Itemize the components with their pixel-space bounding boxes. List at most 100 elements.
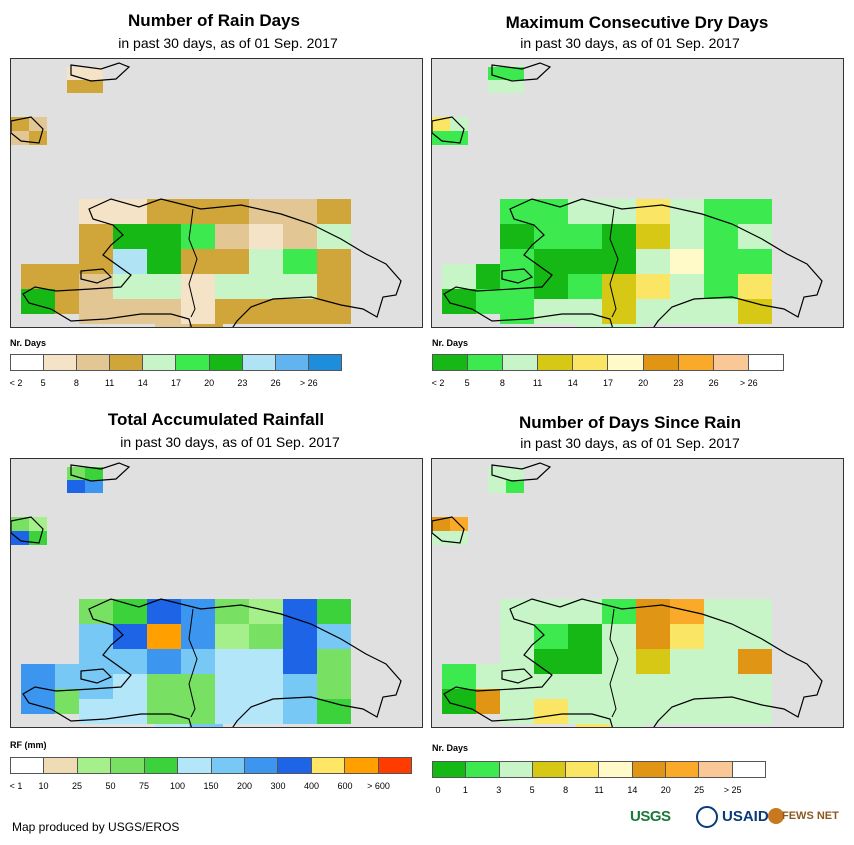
grid-cell (249, 624, 283, 649)
grid-cell (181, 699, 215, 724)
legend-swatch (678, 355, 714, 370)
legend-tick-label: 600 (337, 781, 353, 791)
panel-4-legend-ticks: 0 1 3 5 8 11 14 20 25 > 25 (432, 785, 766, 797)
grid-cell (602, 599, 636, 624)
legend-swatch (532, 762, 567, 777)
hispaniola-coastline (443, 598, 823, 727)
legend-tick-label: 5 (40, 378, 46, 388)
grid-cell (506, 467, 524, 480)
grid-cell (602, 249, 636, 274)
grid-cell (636, 674, 670, 699)
legend-tick-label: 3 (496, 785, 502, 795)
grid-cell (704, 274, 738, 299)
grid-cell (488, 80, 506, 93)
grid-cell (317, 674, 351, 699)
hispaniola-coastline (22, 198, 402, 327)
legend-tick-label: 50 (105, 781, 116, 791)
grid-cell (602, 699, 636, 724)
grid-cell (442, 289, 476, 314)
grid-cell (738, 624, 772, 649)
grid-cell (283, 699, 317, 724)
legend-tick-label: 26 (708, 378, 719, 388)
grid-cell (432, 531, 450, 545)
grid-cell (506, 480, 524, 493)
grid-cell (249, 299, 283, 324)
panel-4-map[interactable] (431, 458, 844, 728)
panel-1-legend-ticks: < 2 5 8 11 14 17 20 23 26 > 26 (10, 378, 342, 390)
grid-cell (602, 224, 636, 249)
panel-2-legend-title: Nr. Days (432, 338, 469, 348)
grid-cell (21, 264, 55, 289)
legend-tick-label: > 26 (299, 378, 318, 388)
grid-cell (704, 249, 738, 274)
usgs-logo[interactable]: USGS (630, 808, 671, 825)
legend-swatch (176, 355, 210, 370)
panel-3-legend (10, 757, 412, 774)
fews-net-logo[interactable]: FEWS NET (782, 810, 839, 822)
grid-cell (500, 224, 534, 249)
map-svg (432, 62, 823, 327)
legend-tick-label: 25 (71, 781, 83, 791)
legend-swatch (143, 355, 177, 370)
grid-cell (636, 224, 670, 249)
grid-cell (670, 224, 704, 249)
gonave-coastline (80, 668, 113, 684)
usaid-logo[interactable]: USAID (722, 808, 769, 825)
panel-2-map[interactable] (431, 58, 844, 328)
grid-cell (181, 299, 215, 324)
legend-swatch (275, 355, 309, 370)
grid-cell (568, 674, 602, 699)
grid-cell (21, 664, 55, 689)
cuba-coastline (491, 62, 552, 82)
legend-swatch (244, 758, 279, 773)
legend-swatch (499, 762, 533, 777)
legend-swatch (144, 758, 179, 773)
panel-1-legend-title: Nr. Days (10, 338, 47, 348)
grid-cell (568, 249, 602, 274)
legend-tick-label: 11 (104, 378, 115, 388)
gonave-coastline (501, 268, 534, 284)
legend-swatch (111, 758, 145, 773)
legend-swatch (748, 355, 783, 370)
legend-tick-label: > 25 (723, 785, 742, 795)
grid-cell (67, 480, 85, 493)
panel-1-map[interactable] (10, 58, 423, 328)
legend-tick-label: 25 (694, 785, 705, 795)
grid-cell (147, 224, 181, 249)
grid-cell (670, 699, 704, 724)
grid-cell (113, 674, 147, 699)
grid-cell (602, 299, 636, 324)
panel-3-map[interactable] (10, 458, 423, 728)
grid-cell (215, 249, 249, 274)
legend-swatch (345, 758, 379, 773)
grid-cell (738, 199, 772, 224)
grid-cell (283, 249, 317, 274)
grid-cell (113, 699, 147, 724)
grid-cell (249, 274, 283, 299)
panel-4-title: Number of Days Since Rain (518, 413, 741, 432)
legend-tick-label: 20 (204, 378, 215, 388)
inagua-coastline (11, 516, 44, 544)
grid-cell (450, 131, 468, 145)
grid-cell (113, 249, 147, 274)
legend-swatch (433, 762, 467, 777)
grid-cell (113, 274, 147, 299)
map-svg (432, 462, 823, 727)
usaid-seal-icon (696, 806, 718, 828)
grid-cell (249, 674, 283, 699)
grid-cell (113, 199, 147, 224)
panel-1-title: Number of Rain Days (128, 11, 300, 30)
legend-tick-label: 5 (529, 785, 535, 795)
grid-cell (568, 274, 602, 299)
legend-swatch (468, 355, 504, 370)
panel-3-subtitle: in past 30 days, as of 01 Sep. 2017 (120, 434, 340, 450)
grid-cell (636, 699, 670, 724)
grid-cell (283, 674, 317, 699)
panel-3-legend-title: RF (mm) (10, 740, 47, 750)
legend-tick-label: 14 (137, 378, 148, 388)
grid-cell (602, 274, 636, 299)
legend-tick-label: 11 (532, 378, 543, 388)
grid-cell (283, 649, 317, 674)
grid-cell (29, 531, 47, 545)
legend-tick-label: 20 (660, 785, 671, 795)
